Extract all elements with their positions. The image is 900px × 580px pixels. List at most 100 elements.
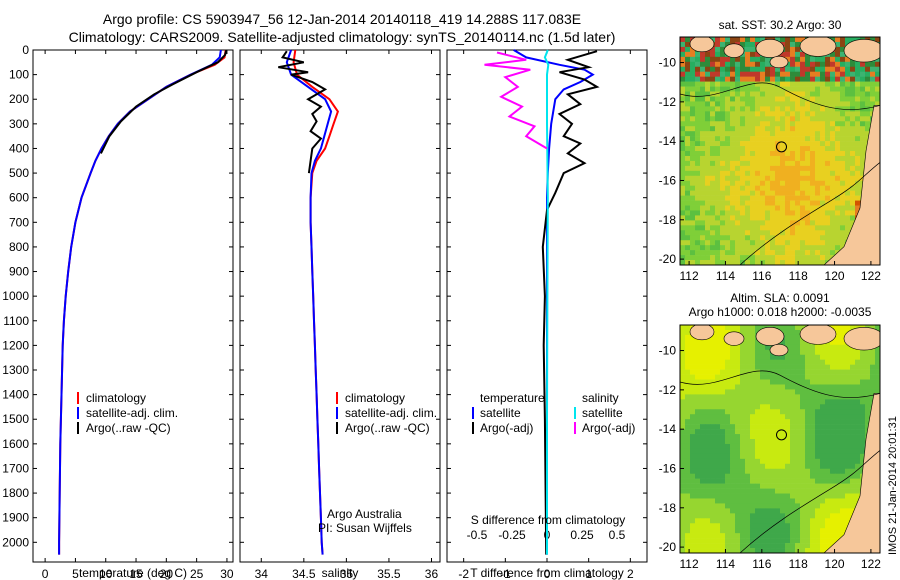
map-cell [720, 160, 726, 167]
map-cell [830, 538, 836, 544]
map-cell [725, 424, 731, 430]
map-cell [750, 349, 756, 356]
map-cell [695, 106, 701, 112]
map-cell [800, 37, 806, 43]
map-cell [800, 399, 806, 405]
map-cell [805, 543, 811, 549]
island-shape [799, 325, 837, 345]
map-cell [725, 185, 731, 191]
map-cell [805, 101, 811, 107]
map-cell [815, 215, 821, 221]
map-cell [700, 349, 706, 356]
map-cell [720, 51, 726, 58]
map-cell [705, 493, 711, 499]
map-cell [780, 136, 786, 142]
map-cell [815, 404, 821, 410]
map-cell [840, 443, 846, 450]
map-cell [840, 66, 846, 72]
map-cell [705, 66, 711, 72]
map-cell [775, 404, 781, 410]
map-cell [690, 399, 696, 405]
map-cell [850, 86, 856, 92]
map-cell [680, 429, 686, 435]
map-cell [860, 424, 866, 430]
map-cell [740, 443, 746, 450]
map-cell [815, 448, 821, 455]
map-cell [770, 195, 776, 201]
map-cell [810, 165, 816, 172]
map-cell [710, 235, 716, 241]
map-cell [685, 185, 691, 191]
map-cell [700, 155, 706, 162]
map-cell [690, 51, 696, 58]
map-cell [765, 364, 771, 370]
map-cell [810, 468, 816, 474]
map-cell [750, 81, 756, 87]
map-cell [830, 200, 836, 206]
map-cell [800, 498, 806, 504]
map-cell [775, 131, 781, 137]
map-cell [850, 384, 856, 390]
map-cell [755, 354, 761, 360]
map-cell [700, 190, 706, 196]
map-cell [810, 434, 816, 440]
y-tick-label: 1300 [2, 363, 29, 377]
map-cell [825, 245, 831, 251]
map-cell [700, 379, 706, 385]
map-cell [785, 81, 791, 87]
map-cell [835, 528, 841, 534]
map-cell [680, 359, 686, 365]
map-cell [730, 409, 736, 415]
map-cell [845, 478, 851, 484]
map-cell [805, 548, 811, 553]
map-cell [730, 364, 736, 370]
map-cell [760, 448, 766, 455]
map-cell [720, 498, 726, 504]
map-cell [800, 170, 806, 177]
map-cell [710, 240, 716, 246]
map-cell [815, 508, 821, 514]
map-cell [685, 141, 691, 147]
map-cell [730, 131, 736, 137]
map-cell [685, 96, 691, 102]
map-cell [805, 175, 811, 182]
map-cell [850, 424, 856, 430]
map-cell [840, 399, 846, 405]
map-cell [735, 245, 741, 251]
map-cell [810, 106, 816, 112]
map-cell [830, 389, 836, 395]
map-cell [815, 235, 821, 241]
map-cell [705, 453, 711, 460]
map-cell [825, 220, 831, 226]
map-cell [690, 146, 696, 152]
map-cell [700, 528, 706, 534]
map-cell [780, 160, 786, 167]
map-cell [710, 374, 716, 380]
map-cell [875, 56, 880, 63]
map-cell [770, 210, 776, 216]
map-cell [835, 483, 841, 489]
map-cell [710, 364, 716, 370]
x-tick-label: 116 [752, 557, 771, 571]
map-cell [680, 523, 686, 529]
map-cell [750, 359, 756, 365]
map-cell [855, 384, 861, 390]
map-cell [745, 379, 751, 385]
map-cell [770, 518, 776, 524]
map-cell [760, 453, 766, 460]
map-cell [840, 498, 846, 504]
map-cell [775, 493, 781, 499]
map-cell [760, 170, 766, 177]
map-cell [730, 394, 736, 400]
map-cell [725, 543, 731, 549]
map-cell [840, 175, 846, 182]
map-cell [705, 384, 711, 390]
map-cell [785, 146, 791, 152]
map-cell [770, 409, 776, 415]
map-cell [795, 61, 801, 68]
map-cell [705, 404, 711, 410]
map-cell [725, 359, 731, 365]
map-cell [745, 51, 751, 58]
map-cell [780, 463, 786, 470]
map-cell [735, 151, 741, 157]
